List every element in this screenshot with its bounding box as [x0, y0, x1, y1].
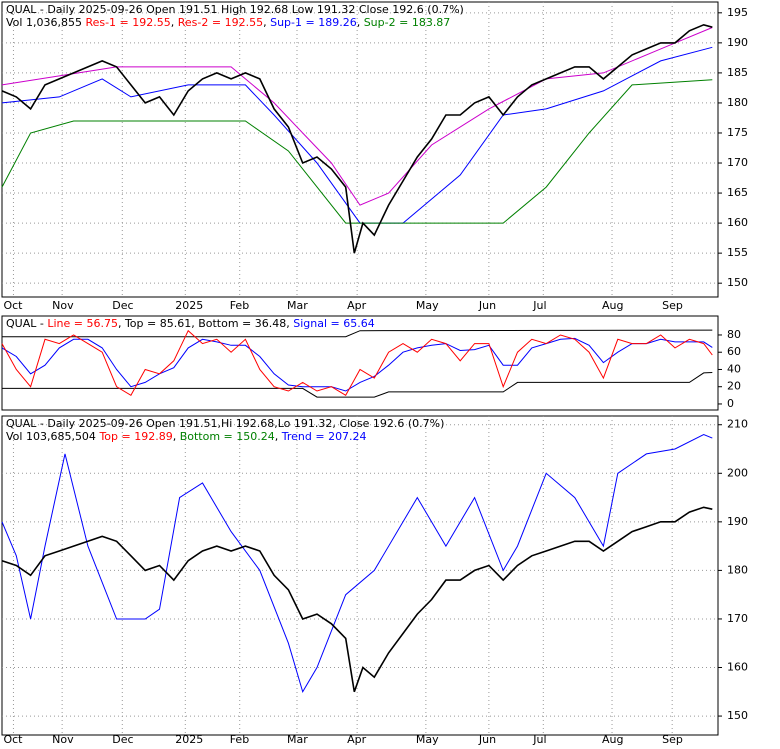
series-line: [1, 433, 713, 694]
x-tick-label: Jul: [532, 733, 546, 745]
header-part: Res-2 = 192.55: [178, 16, 263, 29]
y-tick-label: 60: [727, 345, 741, 358]
y-tick-label: 150: [727, 709, 748, 722]
x-tick-label: Apr: [347, 733, 367, 745]
header-part: QUAL -: [6, 317, 47, 330]
header-part: ,: [173, 430, 180, 443]
x-tick-label: Feb: [230, 733, 249, 745]
x-tick-label: Mar: [287, 733, 308, 745]
header-part: Signal = 65.64: [293, 317, 375, 330]
header-part: Trend = 207.24: [281, 430, 367, 443]
y-tick-label: 195: [727, 6, 748, 19]
x-tick-label: Apr: [347, 299, 367, 312]
x-tick-label: May: [416, 299, 439, 312]
series-line: [1, 46, 713, 224]
series-line: [1, 506, 713, 693]
x-tick-label: Dec: [112, 733, 133, 745]
series-line: [1, 27, 713, 206]
y-tick-label: 155: [727, 246, 748, 259]
plot-frame: [1, 315, 719, 411]
y-tick-label: 150: [727, 276, 748, 289]
header-part: Vol 103,685,504: [6, 430, 99, 443]
x-tick-label: Dec: [112, 299, 133, 312]
y-tick-label: 165: [727, 186, 748, 199]
x-tick-label: May: [416, 733, 439, 745]
x-tick-label: Oct: [3, 299, 23, 312]
y-tick-label: 180: [727, 563, 748, 576]
y-tick-label: 170: [727, 612, 748, 625]
header-part: Bottom = 150.24: [180, 430, 275, 443]
y-tick-label: 180: [727, 96, 748, 109]
header-part: Sup-1 = 189.26: [270, 16, 357, 29]
y-tick-label: 190: [727, 36, 748, 49]
series-line: [1, 329, 713, 396]
y-tick-label: 20: [727, 380, 741, 393]
y-tick-label: 175: [727, 126, 748, 139]
series-line: [2, 329, 713, 338]
header-part: Vol 1,036,855: [6, 16, 85, 29]
header-text: QUAL - Daily 2025-09-26 Open 191.51 High…: [6, 3, 464, 16]
x-tick-label: Aug: [602, 299, 623, 312]
header-part: QUAL - Daily 2025-09-26 Open 191.51 High…: [6, 3, 464, 16]
series-line: [1, 23, 713, 254]
y-tick-label: 160: [727, 216, 748, 229]
header-text: Vol 103,685,504 Top = 192.89, Bottom = 1…: [6, 430, 367, 443]
header-part: ,: [171, 16, 178, 29]
plot-frame: [1, 415, 719, 736]
x-tick-label: Sep: [662, 299, 683, 312]
y-tick-label: 160: [727, 661, 748, 674]
header-part: ,: [275, 430, 282, 443]
header-part: Line = 56.75: [47, 317, 118, 330]
x-tick-label: 2025: [175, 299, 203, 312]
x-tick-label: Feb: [230, 299, 249, 312]
header-text: QUAL - Line = 56.75, Top = 85.61, Bottom…: [6, 317, 375, 330]
x-tick-label: Jun: [478, 733, 496, 745]
x-tick-label: Oct: [3, 733, 23, 745]
header-text: Vol 1,036,855 Res-1 = 192.55, Res-2 = 19…: [6, 16, 450, 29]
x-tick-label: Jul: [532, 299, 546, 312]
x-tick-label: Nov: [52, 299, 74, 312]
y-tick-label: 0: [727, 397, 734, 410]
x-tick-label: Sep: [662, 733, 683, 745]
header-part: QUAL - Daily 2025-09-26 Open 191.51,Hi 1…: [6, 417, 444, 430]
y-tick-label: 170: [727, 156, 748, 169]
x-tick-label: Aug: [602, 733, 623, 745]
y-tick-label: 80: [727, 328, 741, 341]
y-tick-label: 40: [727, 362, 741, 375]
y-tick-label: 190: [727, 515, 748, 528]
y-tick-label: 185: [727, 66, 748, 79]
header-part: Res-1 = 192.55: [85, 16, 170, 29]
x-tick-label: Jun: [478, 299, 496, 312]
series-line: [1, 337, 713, 392]
header-part: , Top = 85.61, Bottom = 36.48,: [118, 317, 293, 330]
plot-frame: [1, 1, 719, 298]
header-text: QUAL - Daily 2025-09-26 Open 191.51,Hi 1…: [6, 417, 444, 430]
header-part: Sup-2 = 183.87: [364, 16, 451, 29]
x-tick-label: 2025: [175, 733, 203, 745]
y-tick-label: 210: [727, 418, 748, 431]
series-line: [1, 79, 713, 224]
series-line: [2, 372, 713, 398]
x-tick-label: Mar: [287, 299, 308, 312]
header-part: ,: [263, 16, 270, 29]
header-part: Top = 192.89: [98, 430, 172, 443]
header-part: ,: [357, 16, 364, 29]
y-tick-label: 200: [727, 466, 748, 479]
x-tick-label: Nov: [52, 733, 74, 745]
